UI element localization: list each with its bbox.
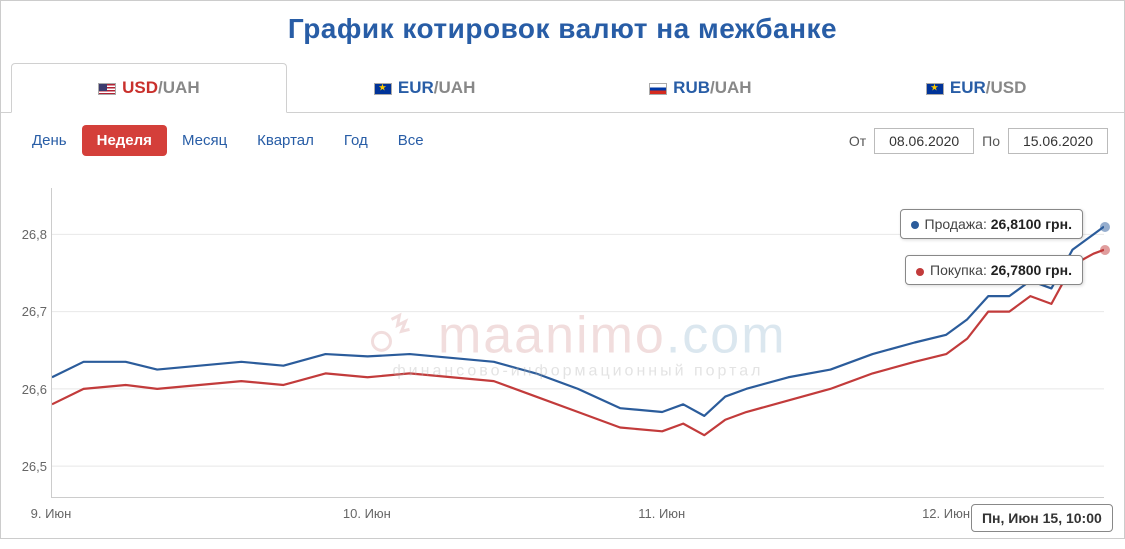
- period-Квартал[interactable]: Квартал: [242, 125, 329, 156]
- tab-eur-usd[interactable]: EUR/USD: [838, 63, 1114, 112]
- tab-pair2: /UAH: [434, 78, 476, 97]
- flag-icon: [98, 83, 116, 95]
- tab-pair1: RUB: [673, 78, 710, 97]
- flag-icon: [649, 83, 667, 95]
- date-to-label: По: [982, 133, 1000, 149]
- x-tick-label: 10. Июн: [343, 506, 391, 521]
- tab-eur-uah[interactable]: EUR/UAH: [287, 63, 563, 112]
- flag-icon: [374, 83, 392, 95]
- period-selector: ДеньНеделяМесяцКварталГодВсе: [17, 125, 439, 156]
- time-tooltip: Пн, Июн 15, 10:00: [971, 504, 1113, 532]
- widget-container: График котировок валют на межбанке USD/U…: [0, 0, 1125, 539]
- end-marker: [1100, 222, 1110, 232]
- tooltip-value: 26,8100 грн.: [991, 216, 1072, 232]
- y-tick-label: 26,7: [7, 304, 47, 319]
- period-День[interactable]: День: [17, 125, 82, 156]
- chart-plot[interactable]: maanimo.com финансово-информационный пор…: [51, 188, 1104, 498]
- date-range: От 08.06.2020 По 15.06.2020: [849, 128, 1108, 154]
- y-tick-label: 26,8: [7, 227, 47, 242]
- x-tick-label: 11. Июн: [638, 506, 685, 521]
- period-Год[interactable]: Год: [329, 125, 383, 156]
- value-tooltip: Продажа: 26,8100 грн.: [900, 209, 1083, 239]
- tooltip-value: 26,7800 грн.: [991, 262, 1072, 278]
- period-Все[interactable]: Все: [383, 125, 439, 156]
- date-to-input[interactable]: 15.06.2020: [1008, 128, 1108, 154]
- controls-row: ДеньНеделяМесяцКварталГодВсе От 08.06.20…: [1, 113, 1124, 168]
- tab-pair1: EUR: [950, 78, 986, 97]
- tab-pair2: /UAH: [158, 78, 200, 97]
- period-Неделя[interactable]: Неделя: [82, 125, 167, 156]
- y-tick-label: 26,6: [7, 382, 47, 397]
- end-marker: [1100, 245, 1110, 255]
- x-tick-label: 12. Июн: [922, 506, 970, 521]
- tab-pair2: /USD: [986, 78, 1027, 97]
- tab-rub-uah[interactable]: RUB/UAH: [563, 63, 839, 112]
- tab-pair1: EUR: [398, 78, 434, 97]
- flag-icon: [926, 83, 944, 95]
- tooltip-dot-icon: [916, 268, 924, 276]
- value-tooltip: Покупка: 26,7800 грн.: [905, 255, 1083, 285]
- date-from-label: От: [849, 133, 866, 149]
- chart-area: 26,526,626,726,8 maanimo.com финансово-и…: [1, 168, 1124, 538]
- x-tick-label: 9. Июн: [31, 506, 72, 521]
- y-axis: 26,526,626,726,8: [11, 188, 51, 498]
- period-Месяц[interactable]: Месяц: [167, 125, 242, 156]
- tab-usd-uah[interactable]: USD/UAH: [11, 63, 287, 113]
- x-axis: 9. Июн10. Июн11. Июн12. Июн: [51, 506, 1104, 526]
- date-from-input[interactable]: 08.06.2020: [874, 128, 974, 154]
- currency-tabs: USD/UAHEUR/UAHRUB/UAHEUR/USD: [1, 63, 1124, 113]
- tooltip-label: Продажа:: [925, 216, 991, 232]
- tooltip-dot-icon: [911, 221, 919, 229]
- tab-pair2: /UAH: [710, 78, 752, 97]
- y-tick-label: 26,5: [7, 459, 47, 474]
- page-title: График котировок валют на межбанке: [1, 1, 1124, 63]
- tab-pair1: USD: [122, 78, 158, 97]
- tooltip-label: Покупка:: [930, 262, 991, 278]
